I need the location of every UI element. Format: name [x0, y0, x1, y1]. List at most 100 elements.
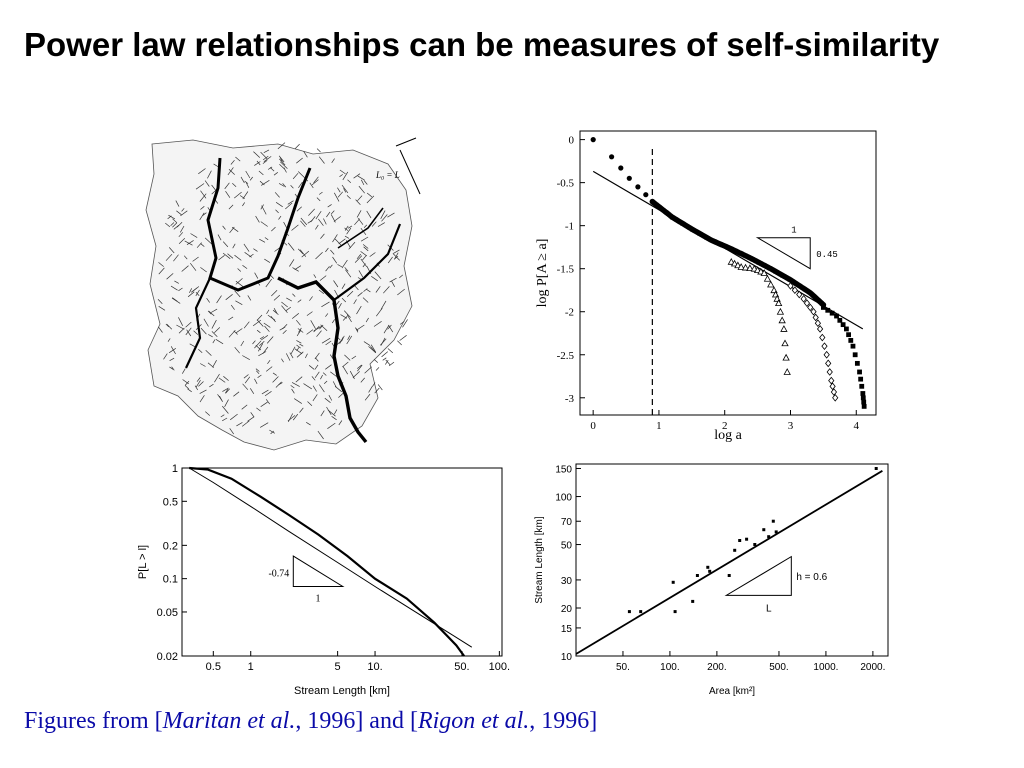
tributary-stroke — [252, 340, 256, 345]
tributary-stroke — [190, 233, 198, 238]
data-point — [673, 610, 677, 614]
tributary-stroke — [377, 384, 383, 391]
tributary-stroke — [291, 388, 295, 394]
tributary-stroke — [256, 370, 260, 375]
tributary-stroke — [220, 414, 225, 418]
plot-frame — [579, 130, 877, 416]
tributary-stroke — [338, 420, 343, 426]
data-point — [829, 310, 835, 316]
tributary-stroke — [265, 366, 273, 372]
tributary-stroke — [254, 340, 262, 349]
tributary-stroke — [364, 366, 373, 374]
data-point — [767, 280, 775, 288]
tributary-stroke — [399, 321, 405, 325]
tributary-stroke — [337, 191, 343, 198]
data-point — [706, 565, 710, 569]
tributary-stroke — [368, 346, 376, 353]
tributary-stroke — [181, 208, 185, 212]
tributary-stroke — [291, 224, 299, 231]
data-point — [848, 338, 854, 343]
tributary-stroke — [399, 274, 404, 279]
tributary-stroke — [210, 308, 218, 313]
tributary-stroke — [282, 329, 287, 334]
tributary-stroke — [354, 255, 363, 263]
tributary-stroke — [157, 299, 163, 304]
tributary-stroke — [181, 265, 189, 272]
tributary-stroke — [200, 327, 207, 335]
tributary-stroke — [393, 249, 400, 254]
tributary-stroke — [280, 161, 288, 169]
tributary-stroke — [247, 416, 255, 422]
tributary-stroke — [172, 218, 178, 223]
tributary-stroke — [325, 364, 332, 370]
tributary-stroke — [218, 377, 226, 383]
tributary-stroke — [262, 155, 269, 161]
tributary-stroke — [264, 258, 271, 263]
tributary-stroke — [373, 321, 382, 327]
tributary-stroke — [244, 376, 251, 384]
data-point — [780, 325, 788, 332]
tributary-stroke — [208, 334, 213, 338]
tributary-stroke — [287, 413, 294, 423]
tributary-stroke — [312, 385, 317, 392]
tributary-stroke — [342, 316, 348, 321]
tributary-stroke — [333, 409, 338, 415]
data-point — [874, 467, 878, 470]
data-point — [746, 264, 754, 272]
tributary-stroke — [289, 352, 294, 359]
tributary-stroke — [195, 289, 200, 297]
tributary-stroke — [354, 285, 359, 291]
tributary-stroke — [291, 313, 300, 319]
tributary-stroke — [362, 297, 369, 303]
plot-frame — [181, 467, 503, 657]
tributary-stroke — [320, 374, 323, 380]
tributary-stroke — [341, 259, 348, 269]
tributary-stroke — [196, 242, 202, 248]
tributary-stroke — [242, 191, 249, 200]
data-point — [850, 343, 856, 349]
tributary-stroke — [259, 180, 265, 186]
tributary-stroke — [321, 301, 330, 308]
data-point — [727, 257, 735, 265]
tributary-stroke — [339, 337, 344, 344]
tributary-stroke — [204, 180, 210, 187]
x-tick-label: 0.5 — [206, 661, 221, 673]
tributary-stroke — [261, 389, 269, 395]
tributary-stroke — [279, 157, 283, 162]
tributary-stroke — [278, 382, 283, 386]
data-point — [800, 294, 807, 303]
tributary-stroke — [328, 395, 333, 401]
power-law-fit — [188, 467, 473, 648]
tributary-stroke — [325, 313, 329, 317]
tributary-stroke — [168, 247, 175, 254]
tributary-stroke — [253, 248, 258, 252]
tributary-stroke — [178, 287, 183, 292]
tributary-stroke — [233, 391, 240, 397]
tributary-stroke — [273, 308, 278, 314]
x-tick-label: 1 — [248, 661, 254, 673]
data-point — [861, 399, 867, 405]
tributary-stroke — [285, 202, 293, 210]
tributary-stroke — [311, 179, 319, 186]
tributary-stroke — [205, 349, 212, 356]
tributary-stroke — [200, 267, 207, 273]
tributary-stroke — [342, 366, 348, 375]
tributary-stroke — [333, 192, 340, 202]
basin-outline — [145, 139, 413, 451]
tributary-stroke — [296, 319, 301, 326]
data-point — [774, 299, 783, 307]
tributary-stroke — [273, 294, 281, 301]
scale-label: L₀ = L — [375, 170, 400, 180]
tributary-stroke — [232, 182, 237, 188]
scale-tick-top — [395, 137, 417, 147]
tributary-stroke — [325, 266, 330, 272]
tributary-stroke — [352, 371, 360, 378]
data-point — [846, 332, 851, 338]
tributary-stroke — [209, 383, 214, 388]
y-tick-label: 1 — [172, 463, 178, 475]
fit-line — [575, 470, 883, 655]
tributary-stroke — [347, 179, 352, 184]
tributary-stroke — [346, 195, 351, 199]
tributary-stroke — [199, 395, 205, 403]
tributary-stroke — [256, 319, 264, 327]
